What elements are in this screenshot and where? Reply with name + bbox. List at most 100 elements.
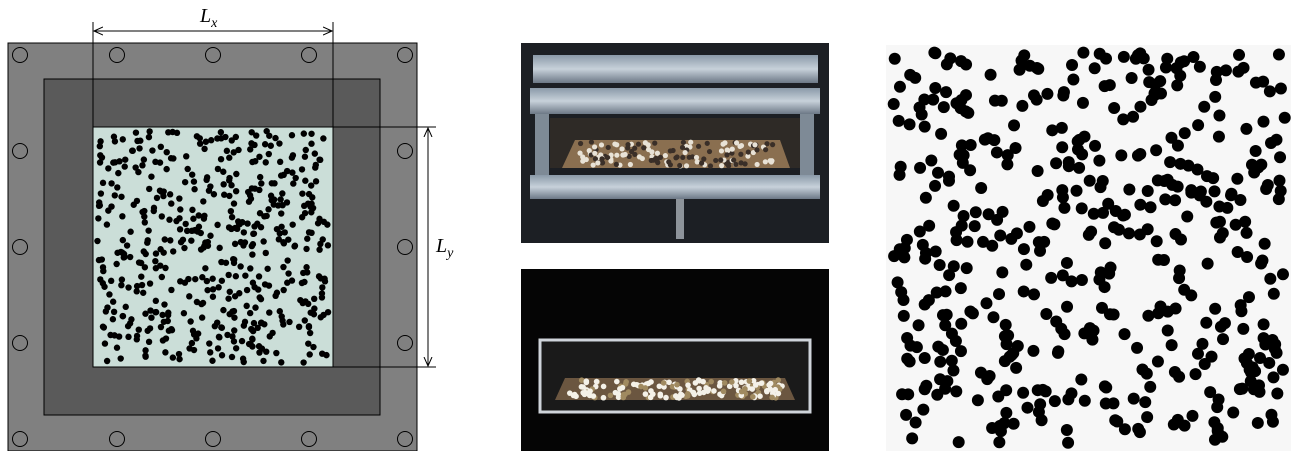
particle — [947, 364, 960, 377]
particle — [101, 340, 109, 347]
particle — [109, 298, 117, 305]
particle — [1017, 285, 1030, 298]
particle — [133, 288, 140, 295]
bead — [642, 385, 649, 391]
particle — [157, 143, 165, 151]
particle — [1032, 236, 1045, 249]
hole — [397, 335, 413, 351]
particle — [277, 196, 284, 203]
particle — [228, 353, 236, 361]
particle — [255, 273, 263, 280]
particle — [285, 236, 292, 243]
particle — [893, 243, 906, 256]
particle — [222, 259, 230, 266]
bead — [764, 388, 770, 395]
bead — [762, 159, 768, 165]
bead — [674, 381, 680, 388]
particle — [1141, 223, 1154, 236]
particle — [1122, 227, 1135, 240]
particle — [903, 355, 916, 368]
particle — [324, 242, 332, 249]
particle — [248, 325, 255, 333]
particle — [1045, 271, 1058, 284]
particle — [249, 251, 256, 258]
hole — [301, 431, 317, 447]
particle — [950, 234, 963, 247]
bead — [763, 147, 769, 153]
particle — [1268, 342, 1281, 355]
particle — [177, 206, 184, 213]
particle — [280, 171, 287, 179]
particle — [1098, 380, 1111, 393]
particle — [1065, 275, 1078, 288]
particle — [1251, 416, 1264, 429]
particle — [1060, 256, 1073, 269]
particle — [1030, 62, 1043, 75]
bead — [752, 142, 758, 148]
particle — [203, 174, 211, 181]
particle — [1010, 361, 1023, 374]
particle — [1040, 307, 1053, 320]
bead — [742, 161, 748, 167]
particle — [1198, 358, 1211, 371]
bead — [750, 377, 757, 384]
particle — [1208, 185, 1221, 198]
particle — [1062, 436, 1075, 449]
particle — [1144, 201, 1157, 214]
particle — [146, 128, 153, 135]
particle — [1127, 392, 1140, 405]
particle — [1165, 339, 1178, 352]
particle — [316, 246, 323, 253]
particle — [209, 293, 217, 300]
particle — [1016, 99, 1029, 112]
particle — [198, 314, 206, 321]
particle — [170, 248, 177, 255]
particle — [133, 197, 141, 205]
particle — [170, 155, 177, 162]
particle — [111, 159, 119, 166]
bead — [680, 154, 686, 161]
bead — [625, 142, 631, 148]
particle — [144, 239, 151, 246]
particle — [229, 333, 236, 340]
particle — [1171, 180, 1184, 193]
particle — [988, 134, 1001, 147]
bead — [738, 160, 744, 166]
particle — [1036, 194, 1049, 207]
bead — [580, 158, 586, 164]
particle — [261, 213, 268, 220]
bead — [600, 383, 607, 390]
bead — [689, 154, 696, 160]
particle — [291, 243, 298, 250]
bead — [577, 150, 583, 156]
particle — [275, 236, 283, 243]
particle — [1254, 352, 1267, 365]
particle — [261, 281, 269, 288]
particle — [251, 223, 258, 230]
particle — [244, 220, 251, 227]
particle — [279, 190, 286, 197]
particle — [308, 130, 315, 137]
plate — [530, 88, 820, 114]
bead — [663, 394, 669, 401]
particle — [1009, 142, 1022, 155]
particle — [1234, 193, 1247, 206]
bead — [742, 386, 748, 392]
particle — [1210, 216, 1223, 229]
particle — [166, 191, 174, 198]
particle — [918, 383, 931, 396]
bead — [599, 156, 605, 162]
particle — [161, 236, 168, 243]
bead — [679, 144, 686, 151]
bead — [666, 379, 672, 386]
particle — [1048, 395, 1061, 408]
particle — [111, 332, 118, 339]
particle — [232, 273, 240, 280]
particle — [987, 311, 1000, 324]
particle — [1196, 337, 1209, 350]
particle — [954, 282, 967, 295]
particle — [1210, 65, 1223, 78]
particle — [302, 146, 309, 154]
particle — [127, 228, 134, 235]
particle — [280, 286, 287, 294]
